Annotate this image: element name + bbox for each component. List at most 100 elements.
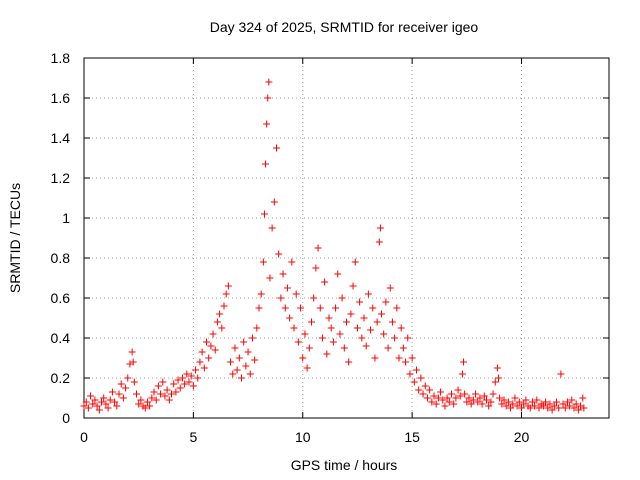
data-point [563, 398, 571, 406]
data-point [476, 394, 484, 402]
y-tick-label: 0.6 [51, 290, 71, 306]
data-point [487, 398, 495, 406]
data-point [286, 314, 294, 322]
data-point [452, 394, 460, 402]
data-point [485, 402, 493, 410]
data-point [404, 334, 412, 342]
data-point [294, 338, 302, 346]
data-point [542, 398, 550, 406]
data-points [80, 78, 588, 414]
data-point [327, 324, 335, 332]
data-point [117, 380, 125, 388]
data-point [391, 334, 399, 342]
data-point [106, 396, 114, 404]
data-point [343, 318, 350, 326]
data-point [415, 386, 423, 394]
data-point [246, 370, 254, 378]
data-point [130, 378, 138, 386]
data-point [273, 144, 280, 152]
data-point [325, 314, 333, 322]
data-point [157, 390, 165, 398]
y-tick-label: 0 [62, 410, 70, 426]
data-point [122, 384, 130, 392]
data-point [154, 382, 162, 390]
data-point [264, 94, 272, 102]
data-point [513, 402, 521, 410]
data-point [141, 404, 149, 412]
y-tick-label: 1.8 [51, 50, 71, 66]
data-point [539, 402, 547, 410]
y-tick-label: 0.4 [51, 330, 71, 346]
data-point [163, 386, 171, 394]
data-point [265, 78, 273, 86]
data-point [194, 374, 202, 382]
data-point [568, 396, 576, 404]
data-point [371, 354, 379, 362]
data-point [255, 304, 263, 312]
data-point [283, 284, 291, 292]
data-point [152, 396, 160, 404]
data-point [159, 378, 167, 386]
data-point [257, 290, 265, 298]
data-point [301, 330, 309, 338]
data-point [388, 318, 396, 326]
data-point [531, 402, 539, 410]
data-point [472, 390, 480, 398]
data-point [351, 258, 359, 266]
data-point [533, 396, 541, 404]
data-point [329, 338, 337, 346]
data-point [448, 390, 455, 398]
x-axis-label: GPS time / hours [291, 457, 398, 473]
data-point [323, 350, 331, 358]
data-point [566, 402, 574, 410]
data-point [196, 358, 204, 366]
data-point [467, 400, 475, 408]
data-point [111, 398, 119, 406]
data-point [240, 338, 248, 346]
data-point [268, 224, 276, 232]
data-point [200, 364, 208, 372]
data-point [557, 370, 565, 378]
data-point [84, 404, 92, 412]
data-point [275, 250, 283, 258]
data-point [248, 334, 256, 342]
data-point [419, 390, 427, 398]
data-point [270, 198, 278, 206]
data-point [218, 324, 226, 332]
data-point [434, 394, 442, 402]
data-point [209, 330, 217, 338]
data-point [332, 304, 340, 312]
data-point [150, 388, 158, 396]
data-point [231, 344, 239, 352]
data-point [205, 354, 213, 362]
data-point [242, 362, 250, 370]
data-point [500, 396, 508, 404]
data-point [222, 290, 230, 298]
data-point [165, 396, 173, 404]
data-point [308, 318, 315, 326]
data-point [483, 396, 490, 404]
tick-layer: 0 0.2 0.4 0.6 0.8 1 1.2 1.4 1.6 1.8 0 5 10 15 20 [51, 50, 609, 445]
data-point [336, 330, 344, 338]
data-point [456, 392, 464, 400]
data-point [192, 366, 200, 374]
data-point [364, 290, 372, 298]
data-point [384, 344, 392, 352]
data-point [395, 354, 403, 362]
data-point [119, 394, 127, 402]
data-point [369, 304, 377, 312]
data-point [507, 404, 515, 412]
x-tick-label: 5 [189, 429, 197, 445]
y-tick-label: 0.2 [51, 370, 71, 386]
data-point [207, 342, 215, 350]
data-point [82, 398, 90, 406]
data-point [133, 390, 140, 398]
data-point [454, 386, 462, 394]
data-point [224, 282, 232, 290]
data-point [303, 364, 311, 372]
data-point [279, 270, 287, 278]
data-point [115, 390, 123, 398]
data-point [437, 388, 445, 396]
data-point [413, 366, 420, 374]
data-point [146, 402, 154, 410]
